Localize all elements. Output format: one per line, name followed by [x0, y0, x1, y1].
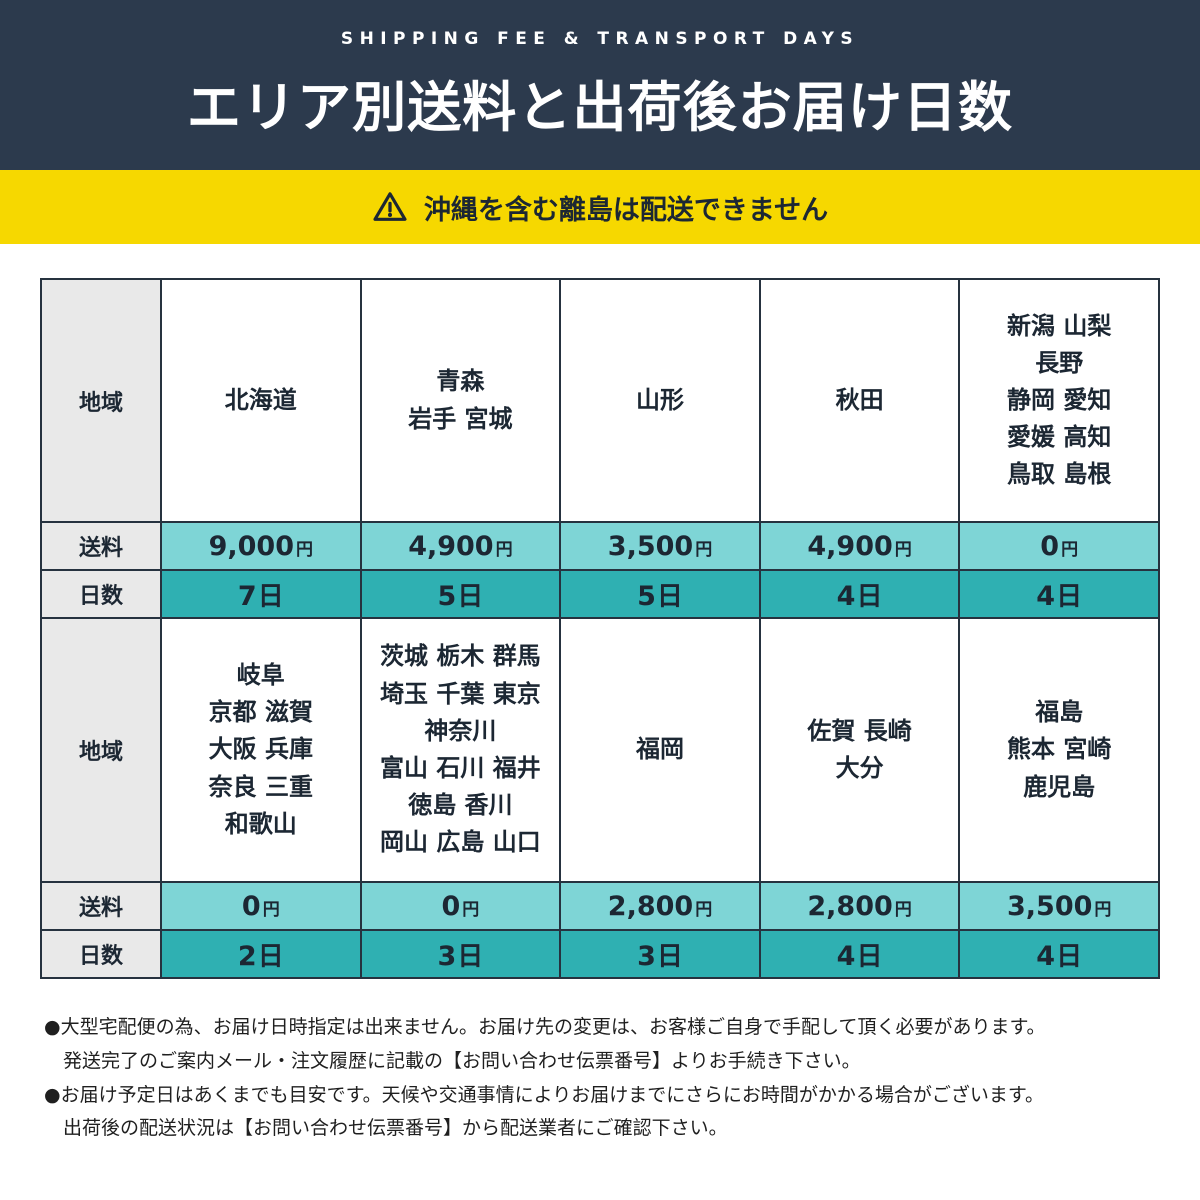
region-cell: 新潟 山梨 長野 静岡 愛知 愛媛 高知 鳥取 島根	[958, 278, 1160, 523]
region-cell: 福島 熊本 宮崎 鹿児島	[958, 617, 1160, 883]
fee-unit: 円	[462, 899, 480, 920]
days-value: 5	[637, 580, 656, 612]
fee-cell: 2,800 円	[559, 881, 761, 931]
days-value: 4	[836, 940, 856, 972]
days-value: 7	[237, 580, 257, 612]
days-cell: 4日	[958, 569, 1160, 619]
fee-unit: 円	[894, 899, 912, 920]
fee-cell: 3,500 円	[958, 881, 1160, 931]
fee-cell: 3,500 円	[559, 521, 761, 571]
fee-unit: 円	[495, 539, 513, 560]
day-unit: 日	[656, 581, 683, 612]
fee-cell: 2,800 円	[758, 881, 961, 931]
days-cell: 3日	[359, 929, 562, 979]
fee-cell: 4,900 円	[758, 521, 961, 571]
days-cell: 3日	[559, 929, 761, 979]
days-cell: 4日	[758, 929, 961, 979]
days-value: 2	[237, 940, 257, 972]
days-value: 4	[1036, 940, 1056, 972]
days-cell: 2日	[160, 929, 362, 979]
fee-unit: 円	[695, 539, 713, 560]
table-row-region-1: 地域 北海道 青森 岩手 宮城 山形 秋田 新潟 山梨 長野 静岡 愛知 愛媛 …	[40, 278, 1160, 523]
shipping-table: 地域 北海道 青森 岩手 宮城 山形 秋田 新潟 山梨 長野 静岡 愛知 愛媛 …	[40, 278, 1160, 979]
fee-cell: 4,900 円	[359, 521, 562, 571]
row-label-days: 日数	[40, 569, 162, 619]
fee-amount: 0	[1040, 530, 1060, 562]
region-cell: 青森 岩手 宮城	[359, 278, 562, 523]
fee-amount: 3,500	[607, 530, 694, 562]
note-line: 出荷後の配送状況は【お問い合わせ伝票番号】から配送業者にご確認下さい。	[63, 1117, 728, 1140]
days-cell: 4日	[758, 569, 961, 619]
fee-amount: 9,000	[208, 530, 294, 562]
fee-unit: 円	[262, 899, 280, 920]
row-label-days: 日数	[40, 929, 162, 979]
day-unit: 日	[457, 581, 484, 612]
days-value: 4	[836, 580, 856, 612]
footer-notes: ●大型宅配便の為、お届け日時指定は出来ません。お届け先の変更は、お客様ご自身で手…	[0, 979, 1200, 1186]
fee-unit: 円	[1061, 539, 1079, 560]
region-cell: 北海道	[160, 278, 362, 523]
note-line: 発送完了のご案内メール・注文履歴に記載の【お問い合わせ伝票番号】よりお手続き下さ…	[63, 1049, 861, 1072]
days-cell: 4日	[958, 929, 1160, 979]
header-subtitle: SHIPPING FEE & TRANSPORT DAYS	[340, 28, 860, 49]
row-label-fee: 送料	[40, 881, 162, 931]
table-row-days-2: 日数 2日 3日 3日 4日 4日	[40, 929, 1160, 979]
note-line: ●大型宅配便の為、お届け日時指定は出来ません。お届け先の変更は、お客様ご自身で手…	[44, 1016, 1046, 1038]
days-value: 3	[637, 940, 656, 972]
fee-amount: 3,500	[1006, 890, 1093, 922]
region-cell: 佐賀 長崎 大分	[758, 617, 961, 883]
fee-amount: 0	[241, 890, 261, 922]
days-value: 3	[437, 940, 457, 972]
fee-unit: 円	[1094, 899, 1112, 920]
region-cell: 岐阜 京都 滋賀 大阪 兵庫 奈良 三重 和歌山	[160, 617, 362, 883]
region-cell: 山形	[559, 278, 761, 523]
day-unit: 日	[856, 941, 883, 972]
day-unit: 日	[1056, 941, 1083, 972]
day-unit: 日	[1056, 581, 1083, 612]
day-unit: 日	[856, 581, 883, 612]
notice-banner: 沖縄を含む離島は配送できません	[0, 170, 1200, 244]
day-unit: 日	[257, 581, 284, 612]
fee-amount: 2,800	[807, 890, 893, 922]
fee-unit: 円	[894, 539, 912, 560]
row-label-region: 地域	[40, 617, 162, 883]
notice-text: 沖縄を含む離島は配送できません	[423, 194, 829, 226]
days-cell: 5日	[359, 569, 562, 619]
table-row-region-2: 地域 岐阜 京都 滋賀 大阪 兵庫 奈良 三重 和歌山 茨城 栃木 群馬 埼玉 …	[40, 617, 1160, 883]
region-cell: 茨城 栃木 群馬 埼玉 千葉 東京 神奈川 富山 石川 福井 徳島 香川 岡山 …	[359, 617, 562, 883]
fee-cell: 9,000 円	[160, 521, 362, 571]
fee-unit: 円	[695, 899, 713, 920]
region-cell: 福岡	[559, 617, 761, 883]
days-value: 4	[1036, 580, 1056, 612]
days-cell: 5日	[559, 569, 761, 619]
day-unit: 日	[457, 941, 484, 972]
row-label-region: 地域	[40, 278, 162, 523]
fee-amount: 4,900	[408, 530, 494, 562]
table-wrapper: 地域 北海道 青森 岩手 宮城 山形 秋田 新潟 山梨 長野 静岡 愛知 愛媛 …	[0, 244, 1200, 979]
warning-triangle-icon	[372, 189, 408, 225]
fee-amount: 4,900	[807, 530, 893, 562]
row-label-fee: 送料	[40, 521, 162, 571]
day-unit: 日	[257, 941, 284, 972]
table-row-days-1: 日数 7日 5日 5日 4日 4日	[40, 569, 1160, 619]
fee-amount: 2,800	[607, 890, 694, 922]
day-unit: 日	[656, 941, 683, 972]
fee-unit: 円	[296, 539, 313, 560]
days-cell: 7日	[160, 569, 362, 619]
page-title: エリア別送料と出荷後お届け日数	[186, 75, 1014, 139]
fee-amount: 0	[441, 890, 461, 922]
days-value: 5	[437, 580, 457, 612]
header-banner: SHIPPING FEE & TRANSPORT DAYS エリア別送料と出荷後…	[0, 0, 1200, 170]
region-cell: 秋田	[758, 278, 961, 523]
note-line: ●お届け予定日はあくまでも目安です。天候や交通事情によりお届けまでにさらにお時間…	[44, 1083, 1045, 1106]
